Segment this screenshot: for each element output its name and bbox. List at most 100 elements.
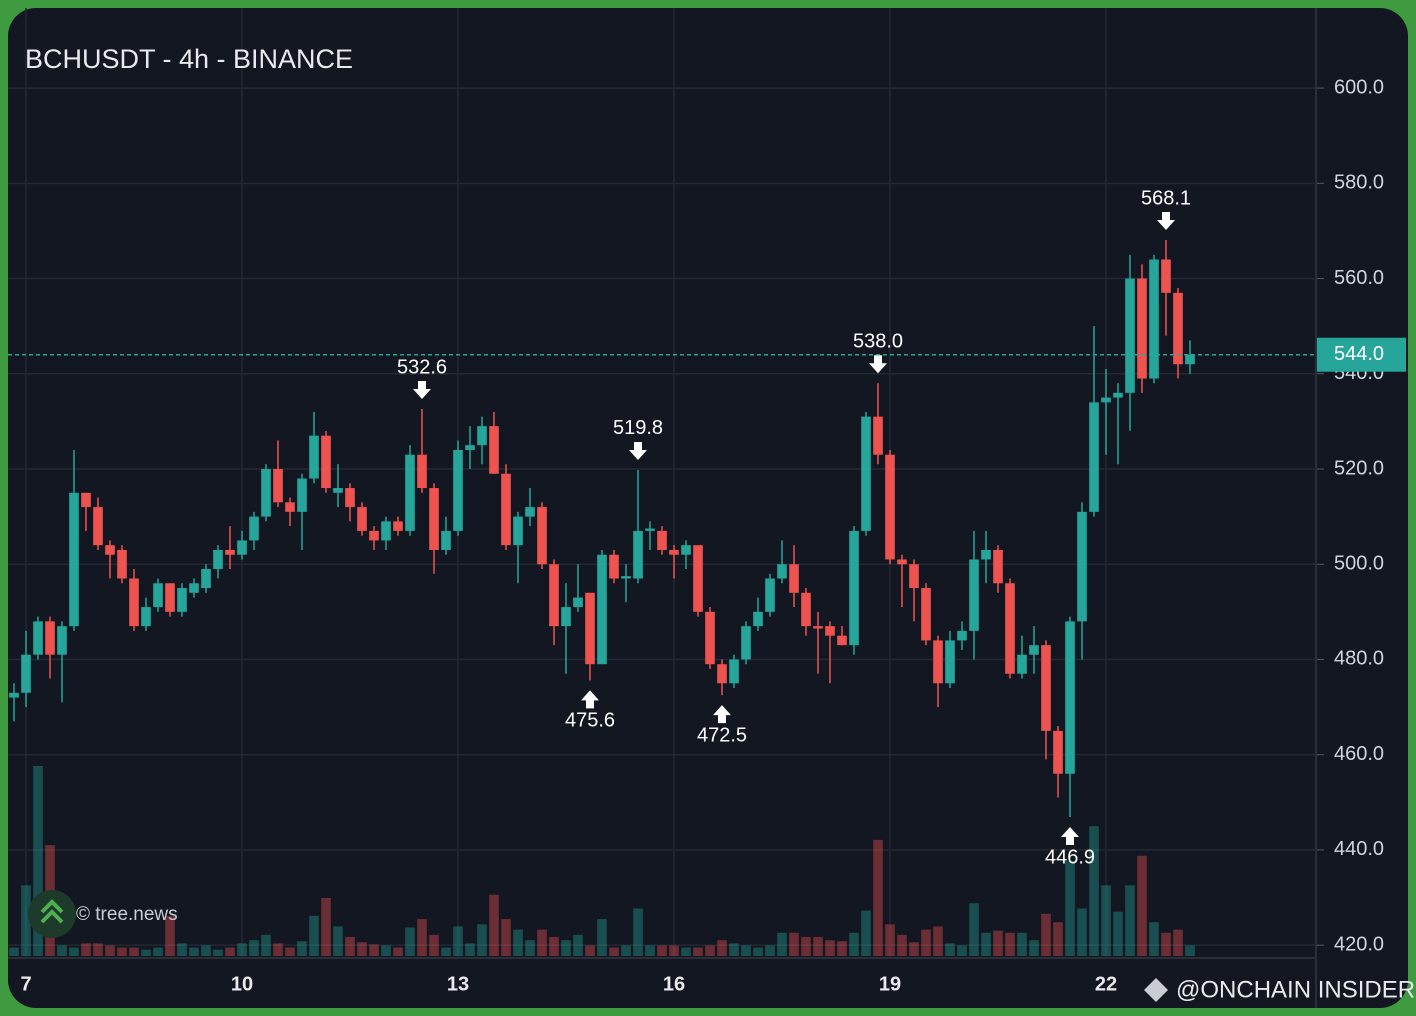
candle-body [957,630,967,641]
candle-body [573,597,583,608]
volume-bar [249,940,259,956]
x-tick-label: 19 [879,973,901,995]
candle-body [249,516,259,541]
candle-body [621,576,631,579]
candle-body [1053,730,1063,774]
candle-body [69,492,79,627]
volume-bar [465,943,475,956]
volume-bar [993,930,1003,956]
candle-body [861,416,871,531]
volume-bar [1017,932,1027,956]
low-label: 475.6 [565,710,615,732]
candle-body [645,528,655,531]
volume-bar [165,915,175,956]
candle-body [765,578,775,612]
candle-body [381,521,391,541]
volume-bar [741,945,751,956]
candles [9,239,1195,818]
candle-body [1101,397,1111,403]
volume-bar [477,924,487,956]
candle-body [93,507,103,546]
volume-bar [561,940,571,956]
y-tick-label: 560.0 [1334,267,1384,289]
high-arrow [1157,211,1175,230]
volume-bar [549,937,559,956]
candle-body [525,507,535,517]
volume-bar [225,947,235,956]
y-tick-label: 440.0 [1334,838,1384,860]
candle-body [417,454,427,489]
volume-bar [177,943,187,956]
candle-body [477,426,487,446]
candle-body [1113,392,1123,398]
volume-bar [1161,932,1171,956]
volume-bar [705,945,715,956]
candle-body [537,507,547,565]
volume-bar [273,943,283,956]
x-tick-label: 10 [231,973,253,995]
volume-bar [645,945,655,956]
candle-body [261,469,271,517]
volume-bar [837,941,847,956]
candle-body [753,611,763,627]
candle-body [837,635,847,646]
candle-body [345,488,355,508]
low-arrow [713,705,731,724]
volume-bar [1137,855,1147,956]
y-tick-label: 480.0 [1334,648,1384,670]
candle-body [741,626,751,660]
volume-bar [357,942,367,956]
volume-bar [717,940,727,956]
candle-body [1161,259,1171,293]
candle-body [21,654,31,693]
candle-body [1029,645,1039,655]
volume-bar [621,945,631,956]
volume-bar [585,945,595,956]
candle-body [657,530,667,550]
volume-bar [1101,885,1111,956]
volume-bar [417,919,427,956]
candle-body [213,549,223,569]
credit: @ONCHAIN INSIDER [1176,976,1415,1003]
volume-bar [93,943,103,956]
candle-body [969,559,979,631]
candle-body [933,640,943,684]
panel [8,8,1408,1008]
volume-bar [1077,908,1087,956]
volume-bar [765,945,775,956]
candle-body [393,521,403,531]
volume-bar [957,945,967,956]
candle-body [225,549,235,555]
high-label: 532.6 [397,356,447,378]
candle-body [1149,259,1159,379]
candle-body [597,554,607,665]
volume-bar [513,929,523,956]
volume-bar [537,929,547,956]
volume-bar [213,949,223,956]
candle-body [1065,621,1075,774]
volume-bar [657,945,667,956]
candle-body [825,626,835,636]
candle-body [729,659,739,684]
candle-body [117,549,127,579]
high-arrow [869,355,887,374]
high-arrow [413,381,431,400]
candle-body [993,549,1003,584]
candle-body [237,540,247,555]
volume-bar [609,947,619,956]
volume-bar [525,940,535,956]
volume-bar [753,947,763,956]
volume-bar [9,947,19,956]
volume-bar [933,926,943,956]
volume-bar [201,945,211,956]
candle-body [165,583,175,612]
candle-body [189,583,199,593]
candle-body [717,664,727,684]
candle-body [357,507,367,531]
volume-bar [909,942,919,956]
candle-body [297,478,307,512]
annotations: 532.6 475.6 519.8 472.5 538.0 446.9 568.1 [397,187,1191,868]
candle-body [513,516,523,546]
candle-body [201,568,211,589]
